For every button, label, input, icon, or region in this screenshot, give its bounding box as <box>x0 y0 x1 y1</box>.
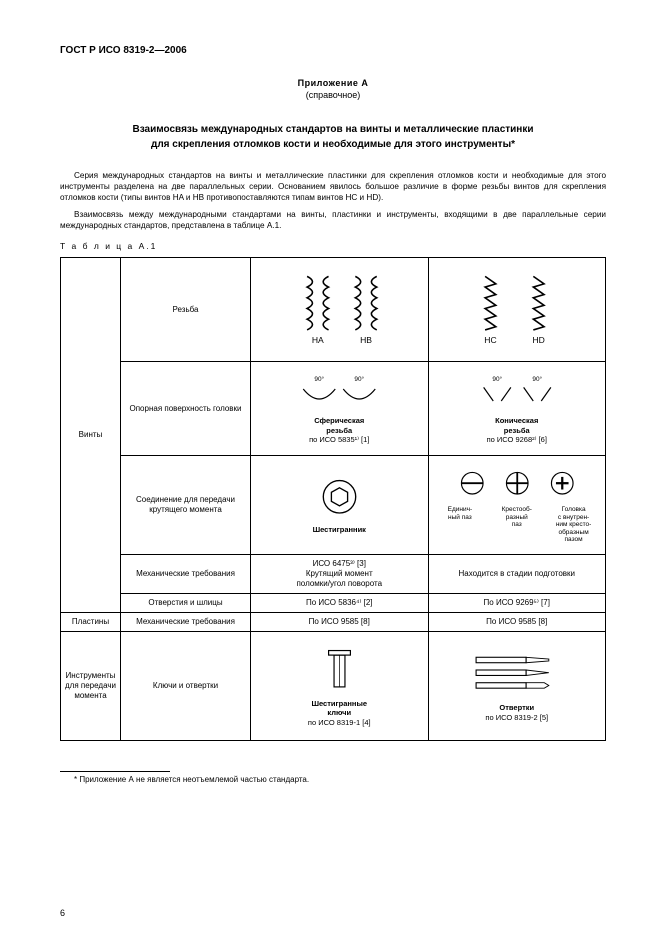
svg-text:90°: 90° <box>492 375 502 383</box>
hex-socket-icon <box>312 477 367 522</box>
standard-code: ГОСТ Р ИСО 8319-2—2006 <box>60 45 606 56</box>
document-page: ГОСТ Р ИСО 8319-2—2006 Приложение А (спр… <box>0 0 661 936</box>
title-line1: Взаимосвязь международных стандартов на … <box>132 124 533 135</box>
cell-plates-label: Механические требования <box>121 613 251 632</box>
screwdriver-icons <box>462 650 572 700</box>
cell-thread-label: Резьба <box>121 258 251 362</box>
cell-tools-hex: Шестигранныеключи по ИСО 8319-1 [4] <box>251 632 429 741</box>
annex-subtitle: (справочное) <box>60 90 606 100</box>
cell-plates-right: По ИСО 9585 [8] <box>428 613 606 632</box>
table-caption: Т а б л и ц а А.1 <box>60 241 606 251</box>
svg-text:HD: HD <box>532 335 544 345</box>
cell-plates-left: По ИСО 9585 [8] <box>251 613 429 632</box>
cell-holes-label: Отверстия и шлицы <box>121 594 251 613</box>
cell-head-label: Опорная поверхность головки <box>121 362 251 456</box>
footnote-text: * Приложение А не является неотъемлемой … <box>60 775 606 784</box>
cell-mech-right: Находится в стадии подготовки <box>428 555 606 594</box>
cell-torque-label: Соединение для передачи крутящего момент… <box>121 456 251 555</box>
paragraph-1: Серия международных стандартов на винты … <box>60 170 606 203</box>
cell-keys-label: Ключи и отвертки <box>121 632 251 741</box>
footnote-separator <box>60 771 170 772</box>
cell-mech-left: ИСО 6475³⁾ [3] Крутящий момент поломки/у… <box>251 555 429 594</box>
svg-text:90°: 90° <box>354 375 364 383</box>
annex-title: Приложение А <box>60 78 606 88</box>
cell-thread-ha-hb: HA HB <box>251 258 429 362</box>
paragraph-2: Взаимосвязь между международными стандар… <box>60 209 606 231</box>
svg-text:90°: 90° <box>314 375 324 383</box>
cell-thread-hc-hd: HC HD <box>428 258 606 362</box>
cell-torque-slots: Единич-ный паз Крестооб-разныйпаз Головк… <box>428 456 606 555</box>
page-number: 6 <box>60 908 65 918</box>
head-spherical-icon: 90° 90° <box>254 373 425 413</box>
head-conical-icon: 90° 90° <box>432 373 603 413</box>
title-line2: для скрепления отломков кости и необходи… <box>151 139 515 150</box>
thread-diagram-hahb: HA HB <box>254 271 425 346</box>
main-title: Взаимосвязь международных стандартов на … <box>60 122 606 152</box>
standards-table: Винты Резьба HA HB HC HD <box>60 257 606 741</box>
hex-key-icon <box>312 646 367 696</box>
svg-text:HA: HA <box>312 335 324 345</box>
cell-torque-hex: Шестигранник <box>251 456 429 555</box>
svg-text:HB: HB <box>360 335 372 345</box>
cell-tools: Инструменты для передачи момента <box>61 632 121 741</box>
svg-text:90°: 90° <box>532 375 542 383</box>
cell-mech-label: Механические требования <box>121 555 251 594</box>
cell-tools-drivers: Отвертки по ИСО 8319-2 [5] <box>428 632 606 741</box>
slot-icons <box>432 467 603 503</box>
cell-screws: Винты <box>61 258 121 613</box>
cell-holes-right: По ИСО 9269⁵⁾ [7] <box>428 594 606 613</box>
svg-text:HC: HC <box>484 335 496 345</box>
cell-plates: Пластины <box>61 613 121 632</box>
cell-head-spherical: 90° 90° Сферическаярезьба по ИСО 5835¹⁾ … <box>251 362 429 456</box>
cell-holes-left: По ИСО 5836⁴⁾ [2] <box>251 594 429 613</box>
cell-head-conical: 90° 90° Коническаярезьба по ИСО 9268²⁾ [… <box>428 362 606 456</box>
thread-diagram-hchd: HC HD <box>432 271 603 346</box>
